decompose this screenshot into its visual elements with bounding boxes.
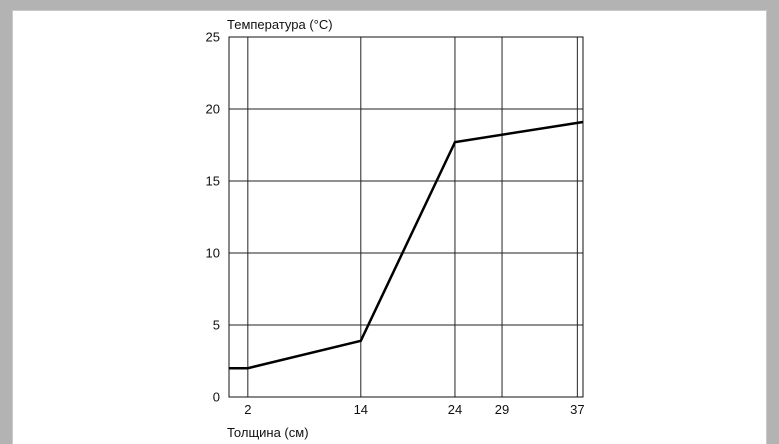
y-tick-label: 20 [206, 102, 220, 117]
plot-area-border [228, 36, 584, 398]
y-tick-label: 5 [213, 318, 220, 333]
y-tick-label: 10 [206, 246, 220, 261]
grid-lines [229, 37, 583, 397]
y-tick-label: 15 [206, 174, 220, 189]
x-axis-title: Толщина (см) [227, 425, 309, 440]
y-tick-label: 25 [206, 30, 220, 45]
x-tick-label: 37 [570, 402, 584, 417]
y-axis-title: Температура (°C) [227, 17, 333, 32]
chart-panel [12, 10, 767, 444]
series-line [229, 120, 584, 370]
y-tick-label: 0 [213, 390, 220, 405]
x-tick-labels: 2 14 24 29 37 [244, 402, 584, 417]
x-tick-label: 14 [354, 402, 368, 417]
x-tick-label: 29 [495, 402, 509, 417]
x-tick-label: 2 [244, 402, 251, 417]
y-tick-labels: 0 5 10 15 20 25 [206, 30, 220, 405]
x-tick-label: 24 [448, 402, 462, 417]
